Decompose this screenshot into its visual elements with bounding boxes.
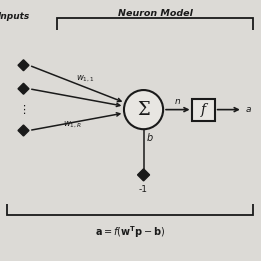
- Polygon shape: [18, 125, 29, 136]
- Text: Σ: Σ: [137, 101, 150, 118]
- Polygon shape: [138, 169, 150, 181]
- Polygon shape: [18, 60, 29, 71]
- Text: -1: -1: [139, 185, 148, 194]
- Text: Inputs: Inputs: [0, 12, 30, 21]
- Text: $\mathbf{a} = f(\mathbf{w}^{\mathbf{T}}\mathbf{p}-\mathbf{b})$: $\mathbf{a} = f(\mathbf{w}^{\mathbf{T}}\…: [95, 224, 166, 240]
- FancyBboxPatch shape: [193, 99, 215, 121]
- Text: Neuron Model: Neuron Model: [118, 9, 193, 18]
- Text: a: a: [245, 105, 251, 114]
- Polygon shape: [18, 83, 29, 94]
- Circle shape: [124, 90, 163, 129]
- Text: n: n: [175, 97, 181, 106]
- Text: $w_{1,1}$: $w_{1,1}$: [76, 73, 94, 84]
- Text: ⋮: ⋮: [18, 105, 29, 115]
- Text: $w_{1,R}$: $w_{1,R}$: [63, 120, 82, 130]
- Text: f: f: [201, 103, 206, 117]
- Text: b: b: [147, 133, 153, 143]
